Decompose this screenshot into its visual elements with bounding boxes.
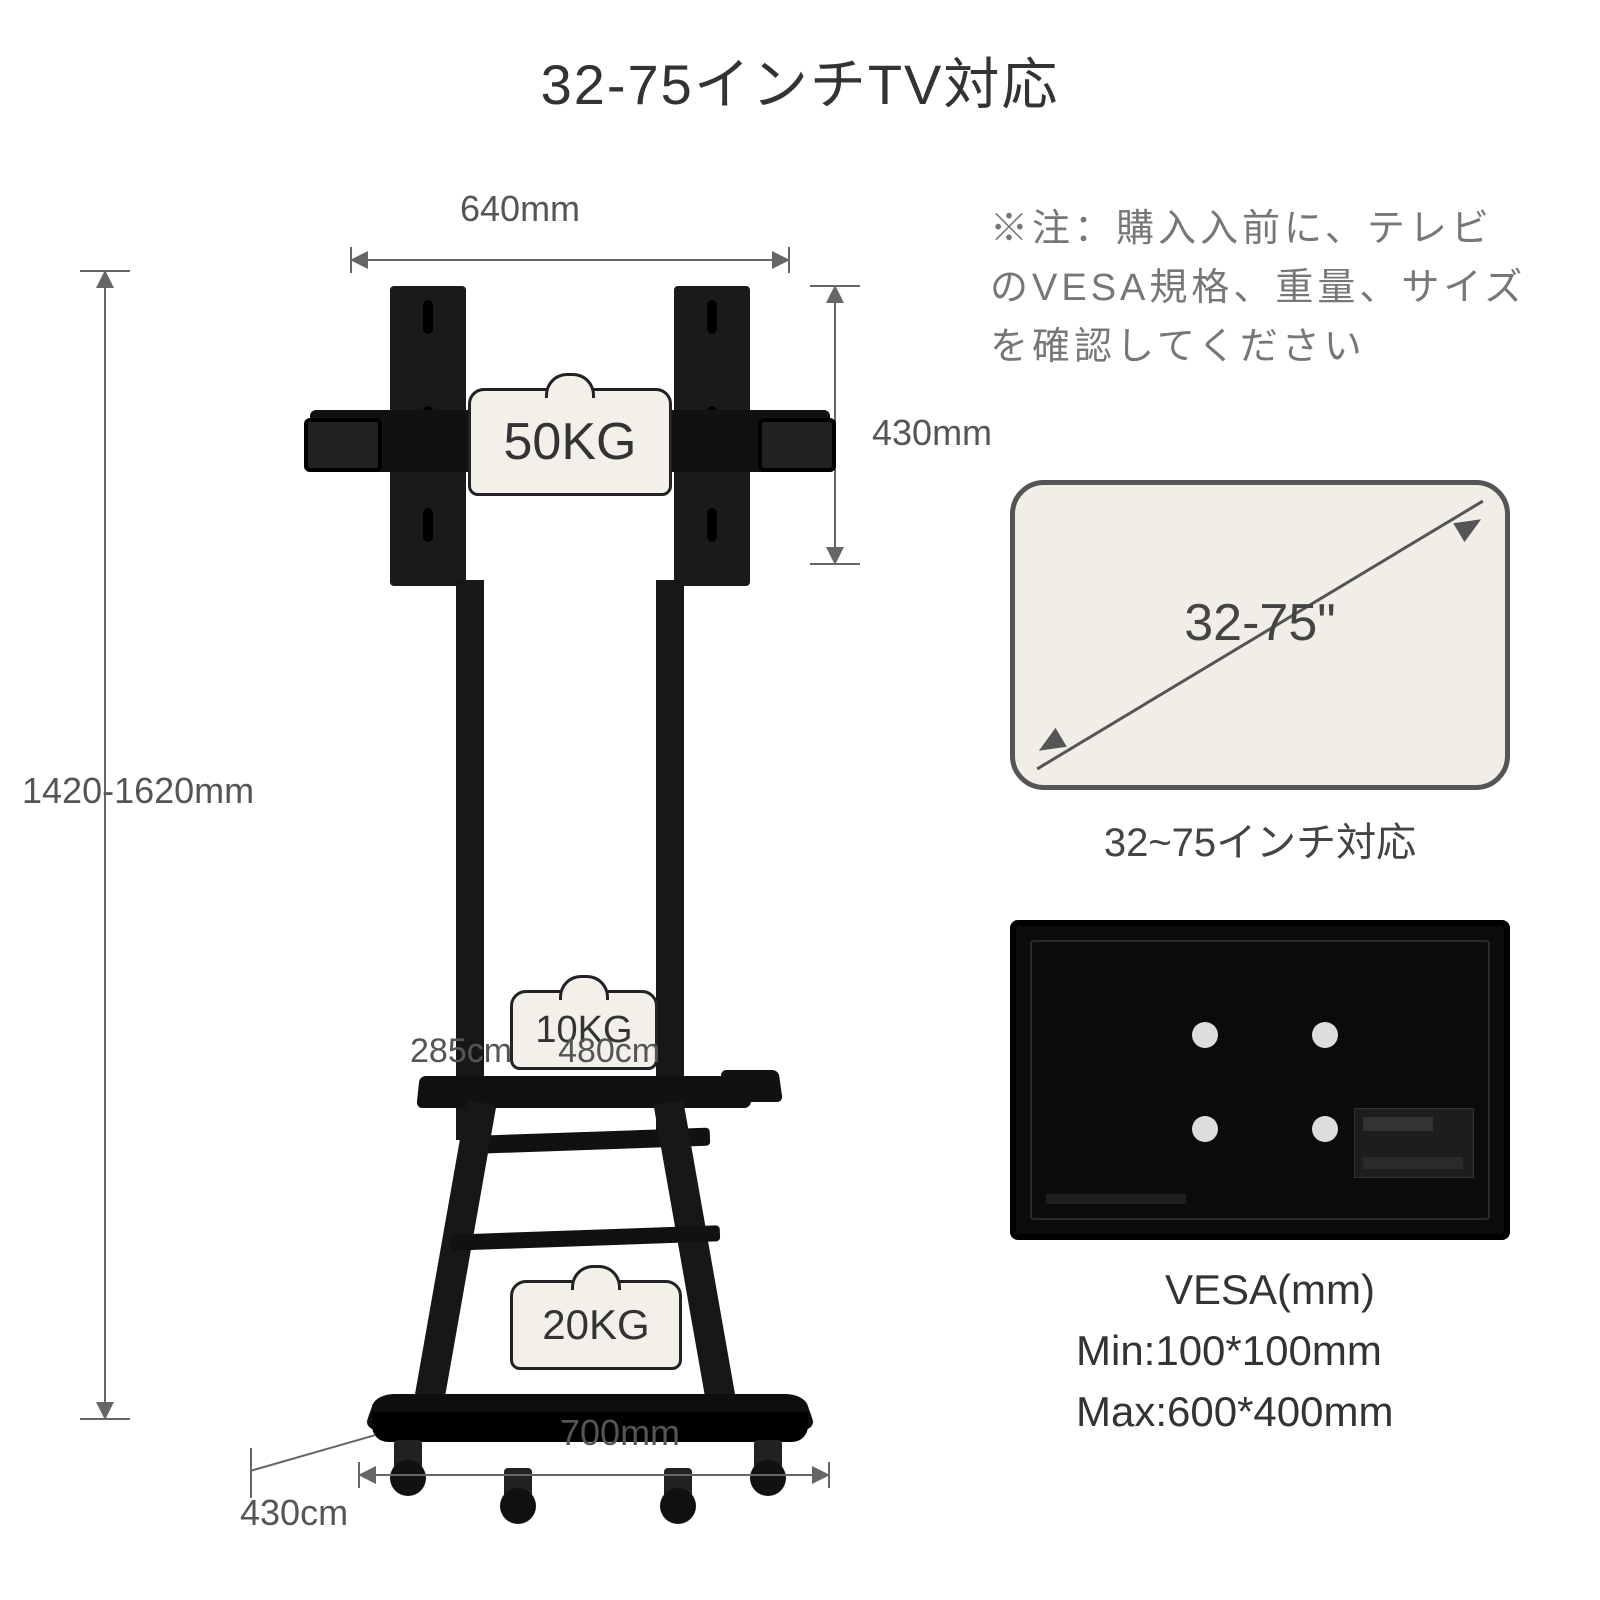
vesa-spec-text: VESA(mm) Min:100*100mm Max:600*400mm [990, 1260, 1550, 1443]
tv-vent-icon [1046, 1194, 1186, 1204]
leg-left [410, 1100, 497, 1430]
purchase-note: ※注：購入入前に、テレビのVESA規格、重量、サイズを確認してください [990, 200, 1530, 377]
screen-size-range: 32-75" [1015, 593, 1505, 653]
weight-base-value: 20KG [542, 1301, 649, 1349]
leg-right [654, 1100, 741, 1430]
tv-ports-icon [1354, 1108, 1474, 1178]
vesa-min: Min:100*100mm [990, 1321, 1550, 1382]
screen-size-panel: 32-75" [1010, 480, 1510, 790]
dim-top-width: 640mm [460, 188, 580, 230]
guide-top-width [350, 245, 790, 275]
vesa-hole-icon [1312, 1022, 1338, 1048]
dim-base-width: 700mm [560, 1412, 680, 1454]
screen-size-caption: 32~75インチ対応 [1010, 810, 1510, 868]
dim-base-depth: 430cm [240, 1492, 348, 1534]
tv-stand-illustration: 50KG 10KG 20KG [310, 280, 830, 1450]
guide-base-depth [250, 1448, 380, 1498]
weight-mount-value: 50KG [504, 412, 637, 472]
weight-tag-mount: 50KG [468, 388, 672, 496]
guide-overall-height [80, 270, 162, 1420]
dim-shelf-depth: 285cm [410, 1032, 512, 1070]
guide-base-width [358, 1460, 830, 1490]
dim-bracket-height: 430mm [872, 412, 992, 454]
weight-tag-base: 20KG [510, 1280, 682, 1370]
vesa-panel [1010, 920, 1510, 1240]
vesa-max: Max:600*400mm [990, 1382, 1550, 1443]
dim-overall-height: 1420-1620mm [22, 770, 262, 812]
vesa-hole-icon [1192, 1116, 1218, 1142]
product-diagram: 640mm 430mm 1420-1620mm 50KG 10KG 20KG [80, 160, 960, 1540]
vesa-hole-icon [1192, 1022, 1218, 1048]
dim-shelf-width: 480cm [558, 1032, 660, 1070]
shelf-dimension-row: 285cm 480cm [410, 1032, 706, 1071]
vesa-heading: VESA(mm) [990, 1260, 1550, 1321]
vesa-hole-icon [1312, 1116, 1338, 1142]
page-title: 32-75インチTV対応 [0, 40, 1600, 121]
